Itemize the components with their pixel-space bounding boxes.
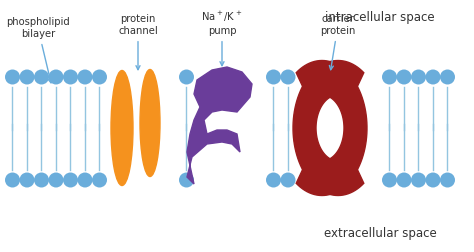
- Circle shape: [266, 173, 281, 187]
- Circle shape: [426, 173, 440, 187]
- Circle shape: [34, 173, 49, 187]
- Circle shape: [382, 70, 397, 84]
- Ellipse shape: [140, 70, 160, 176]
- Text: Na$^+$/K$^+$
pump: Na$^+$/K$^+$ pump: [201, 10, 243, 66]
- Circle shape: [34, 70, 49, 84]
- Circle shape: [92, 173, 107, 187]
- Text: carrier
protein: carrier protein: [320, 14, 356, 70]
- Circle shape: [411, 70, 426, 84]
- Circle shape: [63, 70, 78, 84]
- Circle shape: [382, 173, 397, 187]
- Circle shape: [281, 173, 295, 187]
- Circle shape: [426, 70, 440, 84]
- Text: extracellular space: extracellular space: [324, 228, 437, 240]
- Circle shape: [78, 70, 92, 84]
- Circle shape: [281, 70, 295, 84]
- Circle shape: [179, 70, 194, 84]
- Circle shape: [396, 70, 411, 84]
- Polygon shape: [293, 60, 364, 196]
- Circle shape: [5, 173, 20, 187]
- Circle shape: [19, 173, 35, 187]
- Ellipse shape: [111, 71, 133, 185]
- Polygon shape: [296, 60, 367, 196]
- Circle shape: [440, 70, 455, 84]
- Circle shape: [48, 70, 64, 84]
- Circle shape: [179, 173, 194, 187]
- Circle shape: [440, 173, 455, 187]
- Circle shape: [5, 70, 20, 84]
- Text: protein
channel: protein channel: [118, 14, 158, 70]
- Circle shape: [396, 173, 411, 187]
- Circle shape: [266, 70, 281, 84]
- Circle shape: [19, 70, 35, 84]
- Circle shape: [48, 173, 64, 187]
- Circle shape: [63, 173, 78, 187]
- Text: phospholipid
bilayer: phospholipid bilayer: [6, 17, 70, 83]
- Polygon shape: [187, 67, 252, 184]
- Circle shape: [78, 173, 92, 187]
- Text: intracellular space: intracellular space: [325, 11, 435, 23]
- Circle shape: [411, 173, 426, 187]
- Circle shape: [92, 70, 107, 84]
